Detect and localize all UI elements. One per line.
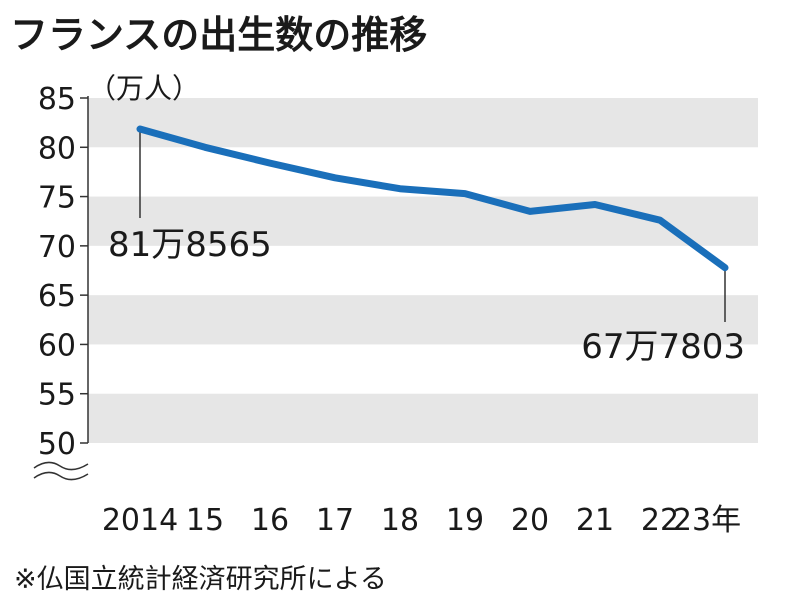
y-tick-label: 65 <box>38 279 76 314</box>
annotation-leaders <box>139 128 726 322</box>
x-tick-label: 22 <box>641 503 679 538</box>
y-tick-label: 70 <box>38 230 76 265</box>
y-axis <box>33 96 89 481</box>
y-tick-label: 80 <box>38 131 76 166</box>
annotation-first-value: 81万8565 <box>108 225 272 265</box>
x-tick-label: 15 <box>186 503 224 538</box>
y-tick-label: 75 <box>38 181 76 216</box>
x-tick-label: 19 <box>446 503 484 538</box>
grid-bands <box>88 98 758 443</box>
axis-break-mark <box>33 471 89 481</box>
x-tick-label: 2014 <box>102 503 178 538</box>
x-tick-label: 17 <box>316 503 354 538</box>
y-tick-label: 60 <box>38 328 76 363</box>
y-tick-labels: 85 80 75 70 65 60 55 50 <box>38 82 76 462</box>
x-tick-label: 16 <box>251 503 289 538</box>
y-tick-label: 85 <box>38 82 76 117</box>
axis-break-mark <box>33 461 89 471</box>
annotation-last-value: 67万7803 <box>581 327 745 367</box>
x-tick-label: 21 <box>576 503 614 538</box>
x-tick-label: 20 <box>511 503 549 538</box>
chart-title: フランスの出生数の推移 <box>10 13 427 57</box>
grid-band <box>88 393 758 443</box>
unit-label: （万人） <box>88 72 200 105</box>
x-tick-label: 23年 <box>673 503 741 538</box>
series-line-group <box>136 125 729 272</box>
source-note: ※仏国立統計経済研究所による <box>14 564 387 595</box>
grid-band <box>88 98 758 148</box>
grid-band <box>88 196 758 246</box>
grid-band <box>88 295 758 345</box>
series-line <box>136 125 729 272</box>
y-tick-label: 55 <box>38 378 76 413</box>
x-tick-label: 18 <box>381 503 419 538</box>
y-tick-label: 50 <box>38 427 76 462</box>
